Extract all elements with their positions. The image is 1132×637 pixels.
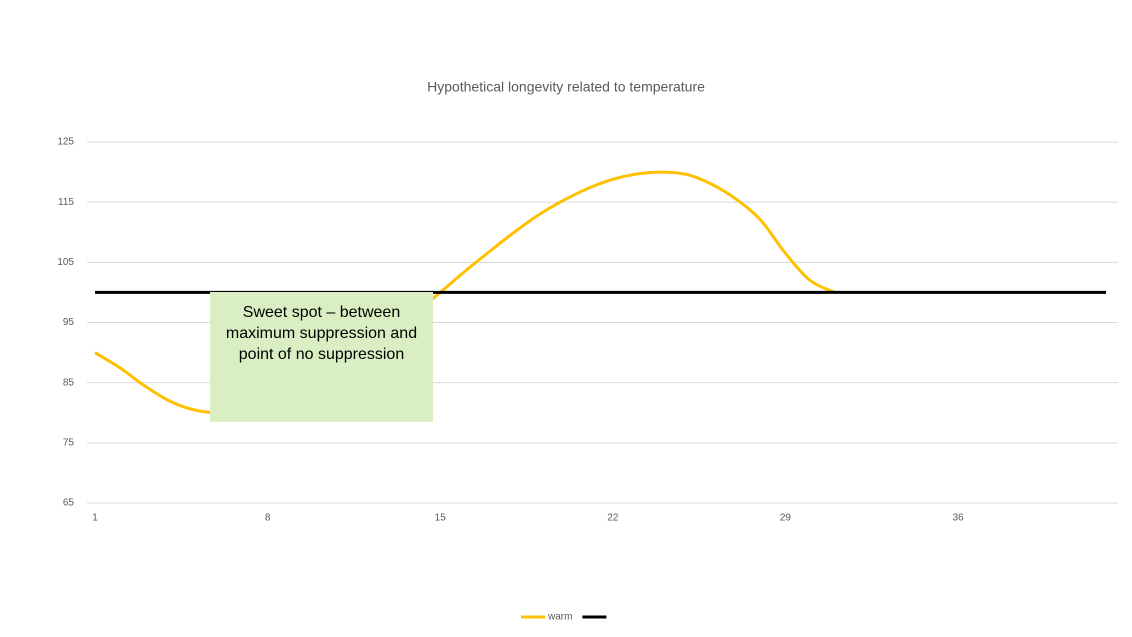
- legend-label: warm: [547, 612, 572, 623]
- y-tick-label: 115: [58, 197, 74, 208]
- chart-title: Hypothetical longevity related to temper…: [427, 79, 705, 95]
- y-tick-label: 85: [63, 377, 75, 388]
- y-tick-label: 105: [57, 257, 74, 268]
- x-tick-label: 36: [952, 513, 964, 524]
- y-tick-label: 75: [63, 437, 75, 448]
- annotation: Sweet spot – between maximum suppression…: [210, 292, 433, 422]
- y-tick-label: 125: [57, 137, 74, 148]
- y-tick-label: 65: [63, 498, 75, 509]
- x-tick-label: 1: [92, 513, 98, 524]
- x-tick-label: 15: [435, 513, 447, 524]
- x-tick-label: 29: [780, 513, 792, 524]
- x-tick-label: 8: [265, 513, 271, 524]
- x-tick-label: 22: [607, 513, 619, 524]
- y-tick-label: 95: [63, 317, 75, 328]
